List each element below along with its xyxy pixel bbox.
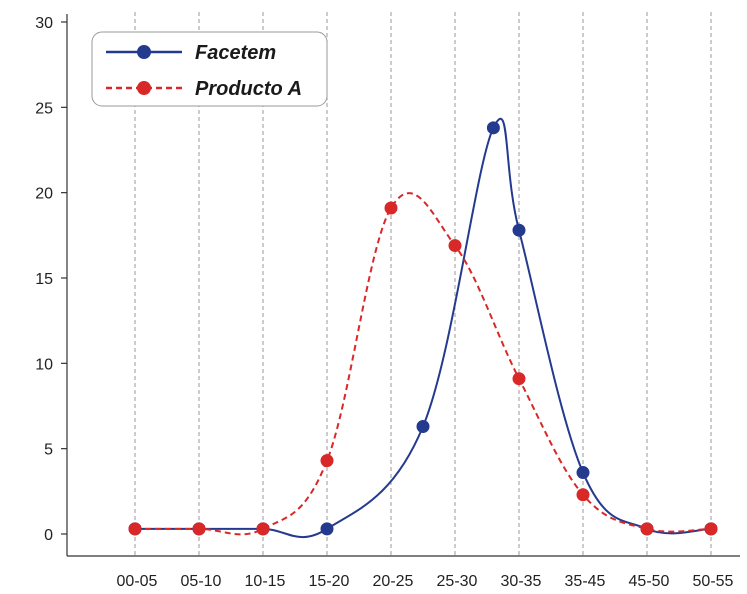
x-tick-label-45-50: 45-50	[629, 573, 670, 590]
y-tick-label-15: 15	[35, 271, 53, 288]
data-point-producto-a-6	[512, 372, 526, 386]
legend-marker-producto-a	[137, 81, 151, 95]
series-layer	[128, 118, 718, 539]
legend-marker-facetem	[137, 45, 151, 59]
data-point-producto-a-9	[704, 522, 718, 536]
data-point-producto-a-3	[320, 454, 334, 468]
data-point-facetem-3	[320, 522, 334, 536]
data-point-facetem-6	[512, 223, 526, 237]
data-point-producto-a-8	[640, 522, 654, 536]
x-tick-label-15-20: 15-20	[309, 573, 350, 590]
legend-label-producto-a: Producto A	[195, 78, 302, 100]
x-tick-label-25-30: 25-30	[437, 573, 478, 590]
data-point-producto-a-0	[128, 522, 142, 536]
y-tick-label-30: 30	[35, 15, 53, 32]
y-tick-label-0: 0	[44, 527, 53, 544]
data-point-producto-a-7	[576, 488, 590, 502]
x-tick-label-10-15: 10-15	[245, 573, 286, 590]
x-tick-label-05-10: 05-10	[181, 573, 222, 590]
data-point-producto-a-1	[192, 522, 206, 536]
series-line-producto-a	[134, 192, 712, 536]
series-line-facetem	[134, 118, 712, 539]
x-tick-label-00-05: 00-05	[117, 573, 158, 590]
y-tick-label-25: 25	[35, 100, 53, 117]
legend-label-facetem: Facetem	[195, 42, 276, 64]
data-point-producto-a-4	[384, 201, 398, 215]
data-point-producto-a-5	[448, 239, 462, 253]
x-tick-label-30-35: 30-35	[501, 573, 542, 590]
axes-layer: 0 5 10 15 20 25 30 00-05 05-10 10-15 15-20 20-25 25-…	[35, 14, 740, 590]
x-tick-label-50-55: 50-55	[693, 573, 734, 590]
data-point-facetem-5	[486, 121, 500, 135]
x-tick-label-35-45: 35-45	[565, 573, 606, 590]
x-tick-label-20-25: 20-25	[373, 573, 414, 590]
legend: Facetem Producto A	[91, 31, 328, 107]
y-tick-label-20: 20	[35, 186, 53, 203]
data-point-facetem-4	[416, 419, 430, 433]
data-point-producto-a-2	[256, 522, 270, 536]
y-tick-label-5: 5	[44, 442, 53, 459]
y-tick-label-10: 10	[35, 356, 53, 373]
data-point-facetem-7	[576, 466, 590, 480]
